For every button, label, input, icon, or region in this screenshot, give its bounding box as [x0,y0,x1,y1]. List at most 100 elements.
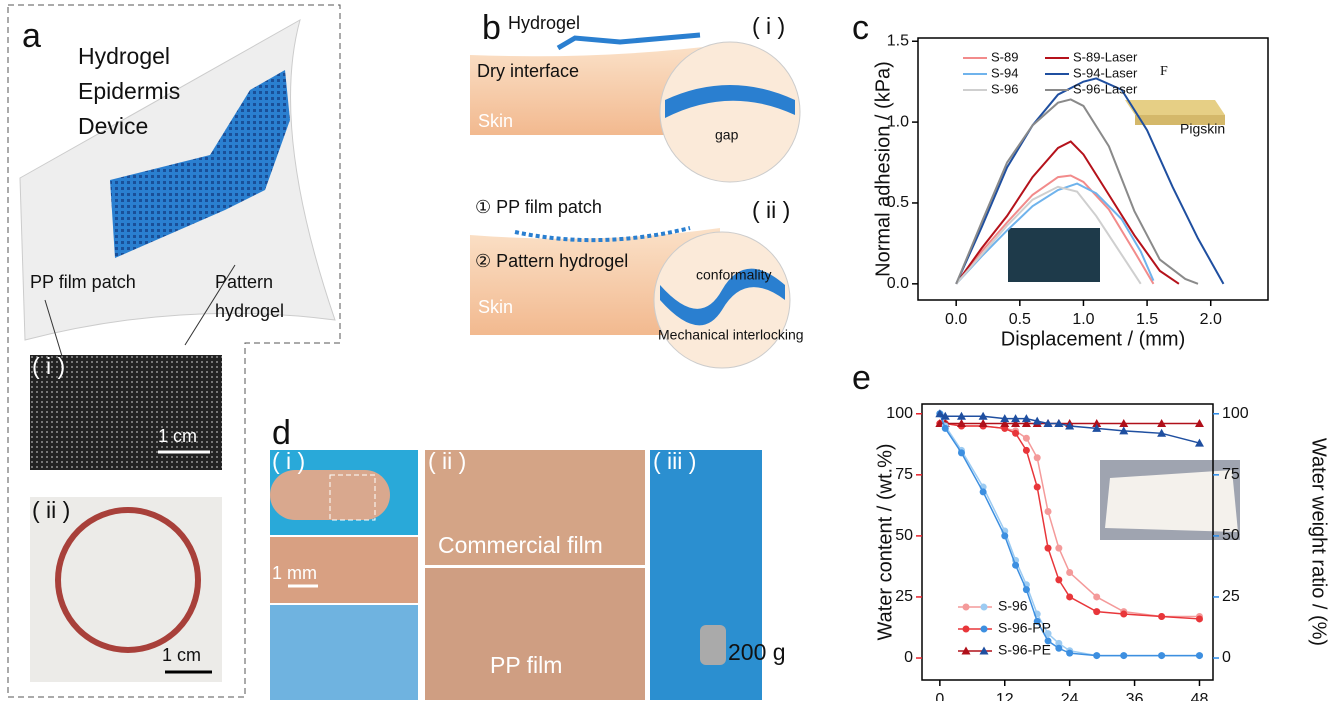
data-point [1066,569,1073,576]
panel-label: c [852,9,869,47]
label: Pigskin [1180,121,1225,137]
y-tick-label: 75 [895,466,913,483]
sub-label: ( ii ) [752,197,790,223]
title: Hydrogel [78,43,170,69]
photo [425,568,645,700]
data-point [942,425,949,432]
data-point [1158,613,1165,620]
label: F [1160,64,1168,79]
y-axis-label: Water content / (wt.%) [874,443,896,640]
x-tick-label: 36 [1126,691,1144,701]
label: conformality [696,267,771,283]
label: Mechanical interlocking [658,327,804,343]
legend-label: S-89 [991,49,1018,64]
legend-label: S-96-PE [998,642,1051,658]
legend-label: S-96 [998,598,1028,614]
sub-label: ( iii ) [653,448,696,474]
sub-label: ( i ) [752,13,785,39]
data-point [1120,611,1127,618]
legend-marker [963,626,970,633]
data-point [980,488,987,495]
label: Dry interface [477,61,579,81]
panel-label: b [482,9,501,47]
legend-label: S-94-Laser [1073,65,1138,80]
data-point [958,449,965,456]
label: PP film patch [30,272,136,292]
y-tick-label: 1.5 [887,32,909,49]
y2-tick-label: 50 [1222,527,1240,544]
data-point [1055,645,1062,652]
data-point [1055,545,1062,552]
title: Epidermis [78,78,180,104]
data-point [1196,615,1203,622]
sub-label: ( ii ) [32,497,70,523]
panel-label: e [852,359,871,397]
sub-label: ( i ) [272,448,305,474]
data-point [1120,652,1127,659]
data-point [1001,532,1008,539]
sheet [1105,470,1238,532]
data-point [1045,508,1052,515]
y2-axis-label: Water weight ratio / (%) [1308,438,1330,646]
y2-tick-label: 0 [1222,649,1231,666]
page: { "panel_a": {"label": "a", "title_lines… [0,0,1338,701]
y-tick-label: 25 [895,588,913,605]
data-point [1023,435,1030,442]
data-point [1034,484,1041,491]
photo [1008,228,1100,282]
x-tick-label: 48 [1191,691,1209,701]
scale-label: 1 cm [162,645,201,665]
hydrogel [558,35,700,48]
data-point [1055,576,1062,583]
label: hydrogel [215,301,284,321]
y-tick-label: 100 [886,405,913,422]
plot-frame [922,404,1213,680]
x-tick-label: 0.5 [1009,311,1031,328]
data-point [1066,593,1073,600]
data-point [1012,562,1019,569]
legend-marker [981,626,988,633]
legend-label: S-94 [991,65,1018,80]
data-point [1023,586,1030,593]
y-tick-label: 0 [904,649,913,666]
label: Commercial film [438,532,603,558]
photo [270,605,418,700]
label: Hydrogel [508,13,580,33]
label: ② Pattern hydrogel [475,251,628,271]
sub-label: ( i ) [32,353,65,379]
label: ① PP film patch [475,197,602,217]
data-point [1093,593,1100,600]
label: Pattern [215,272,273,292]
panel-label: a [22,17,41,55]
label: Skin [478,297,513,317]
data-point [1066,650,1073,657]
panel-label: d [272,414,291,452]
data-point [1158,652,1165,659]
label: gap [715,127,739,143]
data-point [1093,652,1100,659]
data-point [1023,447,1030,454]
legend-label: S-96-PP [998,620,1051,636]
data-point [1196,652,1203,659]
label: Skin [478,111,513,131]
sub-label: ( ii ) [428,448,466,474]
legend-label: S-96-Laser [1073,81,1138,96]
x-tick-label: 1.5 [1136,311,1158,328]
legend-marker [981,604,988,611]
scale-label: 1 mm [272,563,317,583]
y2-tick-label: 25 [1222,588,1240,605]
data-point [1034,454,1041,461]
y-axis-label: Normal adhesion / (kPa) [872,61,894,277]
label: 200 g [728,639,786,665]
legend-label: S-89-Laser [1073,49,1138,64]
x-axis-label: Displacement / (mm) [1001,328,1185,350]
x-tick-label: 1.0 [1072,311,1094,328]
x-tick-label: 12 [996,691,1014,701]
label: PP film [490,652,562,678]
weight [700,625,726,665]
legend-marker [963,604,970,611]
x-tick-label: 24 [1061,691,1079,701]
data-point [1045,545,1052,552]
x-tick-label: 0.0 [945,311,967,328]
data-point [1012,430,1019,437]
